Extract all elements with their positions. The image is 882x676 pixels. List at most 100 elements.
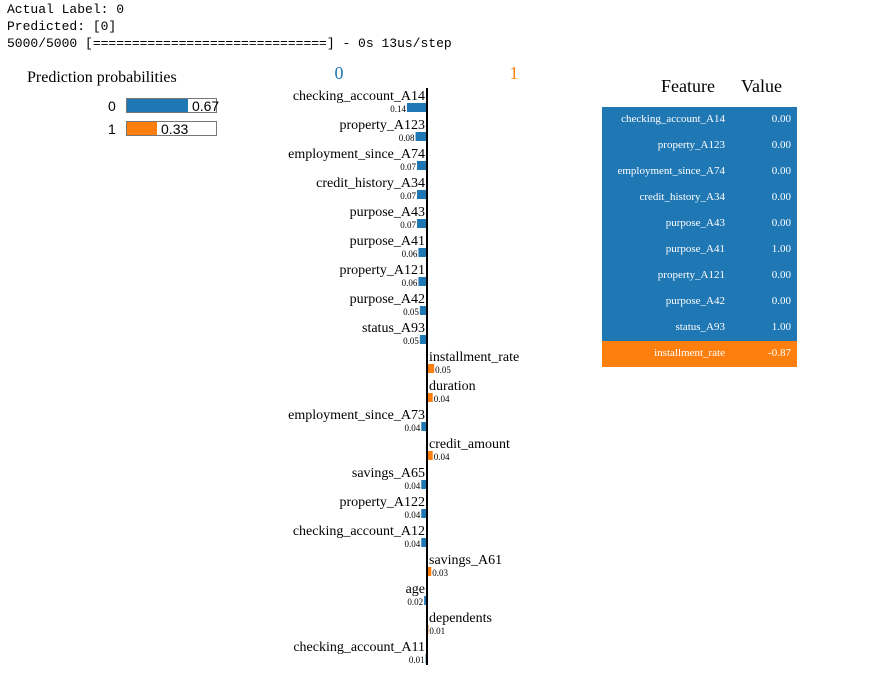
feature-label: credit_amount [429, 437, 510, 452]
feature-weight-label: 0.02 [407, 597, 423, 607]
feature-bar [421, 480, 427, 489]
feature-weight-label: 0.01 [409, 655, 425, 665]
feature-bar [418, 248, 427, 257]
feature-label: property_A123 [339, 118, 425, 133]
feature-bar [419, 306, 427, 315]
probability-bar: 0.67 [126, 98, 220, 114]
feature-label: checking_account_A12 [293, 524, 425, 539]
probability-bar: 0.33 [126, 121, 217, 137]
feature-value: -0.87 [768, 347, 791, 359]
feature-weight-label: 0.04 [405, 481, 421, 491]
feature-bar [416, 219, 427, 228]
feature-name: property_A121 [657, 269, 725, 281]
feature-value: 0.00 [771, 269, 791, 281]
feature-value: 0.00 [771, 113, 791, 125]
feature-weight-label: 0.04 [434, 394, 450, 404]
feature-value: 1.00 [771, 243, 791, 255]
feature-name: credit_history_A34 [639, 191, 725, 203]
feature-name: purpose_A42 [665, 295, 725, 307]
feature-label: checking_account_A11 [293, 640, 425, 655]
class-label: 1 [108, 121, 116, 137]
feature-weight-label: 0.01 [429, 626, 445, 636]
feature-bar [421, 509, 427, 518]
table-header: Feature Value [602, 74, 797, 107]
table-row: purpose_A43 0.00 [602, 211, 797, 237]
feature-bar [424, 596, 427, 605]
feature-label: checking_account_A14 [293, 89, 425, 104]
feature-value: 1.00 [771, 321, 791, 333]
feature-weight-label: 0.06 [402, 249, 418, 259]
header-feature: Feature [661, 76, 715, 96]
console-line: 5000/5000 [=============================… [7, 36, 452, 51]
feature-weight-label: 0.05 [435, 365, 451, 375]
feature-name: property_A123 [657, 139, 725, 151]
feature-weight-label: 0.04 [405, 423, 421, 433]
prediction-probabilities-title: Prediction probabilities [27, 69, 177, 86]
feature-bar [427, 393, 433, 402]
feature-label: dependents [429, 611, 492, 626]
console-line: Predicted: [0] [7, 19, 117, 34]
feature-label: property_A122 [339, 495, 425, 510]
feature-name: installment_rate [654, 347, 725, 359]
table-row: property_A123 0.00 [602, 133, 797, 159]
table-row: installment_rate -0.87 [602, 341, 797, 367]
feature-value: 0.00 [771, 295, 791, 307]
feature-label: property_A121 [339, 263, 425, 278]
feature-name: purpose_A43 [665, 217, 725, 229]
feature-bar [415, 132, 427, 141]
feature-weight-label: 0.04 [405, 539, 421, 549]
feature-label: purpose_A42 [350, 292, 425, 307]
feature-weight-label: 0.06 [402, 278, 418, 288]
feature-name: employment_since_A74 [617, 165, 725, 177]
feature-value: 0.00 [771, 217, 791, 229]
feature-name: purpose_A41 [665, 243, 725, 255]
table-row: credit_history_A34 0.00 [602, 185, 797, 211]
feature-bar [416, 190, 427, 199]
console-line: Actual Label: 0 [7, 2, 125, 17]
feature-weight-label: 0.07 [400, 162, 416, 172]
class-0-header: 0 [335, 63, 344, 83]
feature-label: employment_since_A73 [288, 408, 425, 423]
header-value: Value [741, 76, 782, 96]
feature-label: employment_since_A74 [288, 147, 425, 162]
feature-weight-label: 0.07 [400, 191, 416, 201]
table-row: purpose_A41 1.00 [602, 237, 797, 263]
feature-label: duration [429, 379, 476, 394]
feature-weight-label: 0.03 [432, 568, 448, 578]
probability-value: 0.33 [161, 121, 189, 137]
feature-label: savings_A61 [429, 553, 502, 568]
feature-label: installment_rate [429, 350, 519, 365]
feature-bar [427, 451, 433, 460]
feature-name: status_A93 [675, 321, 726, 333]
feature-value: 0.00 [771, 191, 791, 203]
feature-bar [421, 538, 427, 547]
table-row: checking_account_A14 0.00 [602, 107, 797, 133]
table-row: status_A93 1.00 [602, 315, 797, 341]
feature-weight-label: 0.08 [399, 133, 415, 143]
feature-bar [419, 335, 427, 344]
feature-label: age [406, 582, 425, 597]
feature-bar [421, 422, 427, 431]
class-1-header: 1 [510, 63, 519, 83]
feature-value-table: Feature Value checking_account_A14 0.00 pr… [602, 74, 797, 367]
feature-bar [427, 567, 432, 576]
feature-value: 0.00 [771, 139, 791, 151]
feature-value: 0.00 [771, 165, 791, 177]
feature-bar [418, 277, 427, 286]
feature-weight-label: 0.04 [434, 452, 450, 462]
probability-fill [127, 122, 158, 135]
table-row: purpose_A42 0.00 [602, 289, 797, 315]
feature-label: credit_history_A34 [316, 176, 425, 191]
feature-label: savings_A65 [352, 466, 425, 481]
feature-weight-label: 0.05 [403, 307, 419, 317]
feature-label: purpose_A41 [350, 234, 425, 249]
feature-bar [416, 161, 427, 170]
console-output: Actual Label: 0 Predicted: [0] 5000/5000 [… [7, 1, 452, 52]
table-row: employment_since_A74 0.00 [602, 159, 797, 185]
feature-bar [406, 103, 427, 112]
feature-label: status_A93 [362, 321, 425, 336]
feature-label: purpose_A43 [350, 205, 425, 220]
feature-weight-label: 0.05 [403, 336, 419, 346]
feature-weight-label: 0.04 [405, 510, 421, 520]
probability-value: 0.67 [191, 98, 220, 114]
